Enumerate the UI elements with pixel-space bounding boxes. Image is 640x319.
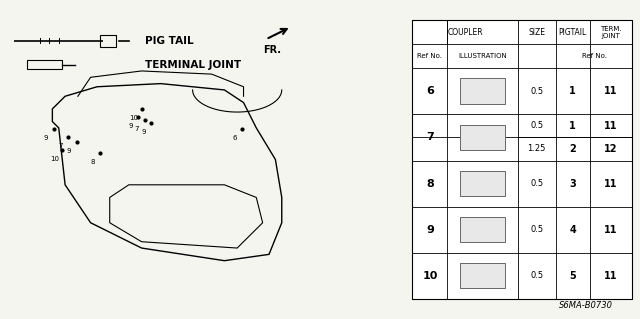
Text: 1: 1: [570, 121, 576, 131]
Text: 10: 10: [422, 271, 438, 281]
Text: 7: 7: [58, 143, 63, 149]
Text: 4: 4: [570, 225, 576, 234]
Text: 7: 7: [135, 126, 140, 132]
Text: TERM.
JOINT: TERM. JOINT: [600, 26, 621, 39]
Text: 8: 8: [90, 159, 95, 165]
Text: 9: 9: [67, 148, 71, 154]
Text: FR.: FR.: [262, 45, 281, 55]
Text: 10: 10: [129, 115, 138, 121]
Text: PIG TAIL: PIG TAIL: [145, 36, 193, 46]
Text: 7: 7: [426, 132, 434, 142]
Text: 9: 9: [141, 129, 146, 135]
Bar: [27, 60, 62, 69]
Text: Ref No.: Ref No.: [582, 53, 607, 59]
Text: SIZE: SIZE: [528, 28, 545, 37]
Text: 9: 9: [44, 135, 48, 141]
FancyBboxPatch shape: [460, 78, 505, 104]
Text: PIGTAIL: PIGTAIL: [559, 28, 587, 37]
Text: 11: 11: [604, 121, 618, 131]
Text: 1.25: 1.25: [527, 145, 546, 153]
Text: S6MA-B0730: S6MA-B0730: [559, 301, 613, 310]
Text: 3: 3: [570, 179, 576, 189]
Text: 0.5: 0.5: [530, 121, 543, 130]
Text: 5: 5: [570, 271, 576, 281]
Text: 0.5: 0.5: [530, 87, 543, 96]
Text: 12: 12: [604, 144, 618, 154]
FancyBboxPatch shape: [460, 125, 505, 150]
Bar: [412, 20, 632, 299]
Text: 11: 11: [604, 179, 618, 189]
Text: 8: 8: [426, 179, 434, 189]
Text: 11: 11: [604, 271, 618, 281]
Text: 6: 6: [426, 86, 434, 96]
Text: 11: 11: [604, 86, 618, 96]
Text: Ref No.: Ref No.: [417, 53, 442, 59]
Text: 6: 6: [232, 135, 237, 141]
FancyBboxPatch shape: [460, 217, 505, 242]
FancyBboxPatch shape: [460, 171, 505, 196]
Bar: [100, 35, 116, 47]
Text: 2: 2: [570, 144, 576, 154]
Text: 9: 9: [129, 122, 133, 129]
Text: 1: 1: [570, 86, 576, 96]
Text: 9: 9: [426, 225, 434, 234]
Text: 10: 10: [50, 156, 59, 162]
Text: 0.5: 0.5: [530, 179, 543, 188]
Text: 0.5: 0.5: [530, 271, 543, 280]
Text: 11: 11: [604, 225, 618, 234]
Text: 0.5: 0.5: [530, 225, 543, 234]
Text: ILLUSTRATION: ILLUSTRATION: [458, 53, 507, 59]
FancyBboxPatch shape: [460, 263, 505, 288]
Text: TERMINAL JOINT: TERMINAL JOINT: [145, 60, 241, 70]
Text: COUPLER: COUPLER: [447, 28, 483, 37]
